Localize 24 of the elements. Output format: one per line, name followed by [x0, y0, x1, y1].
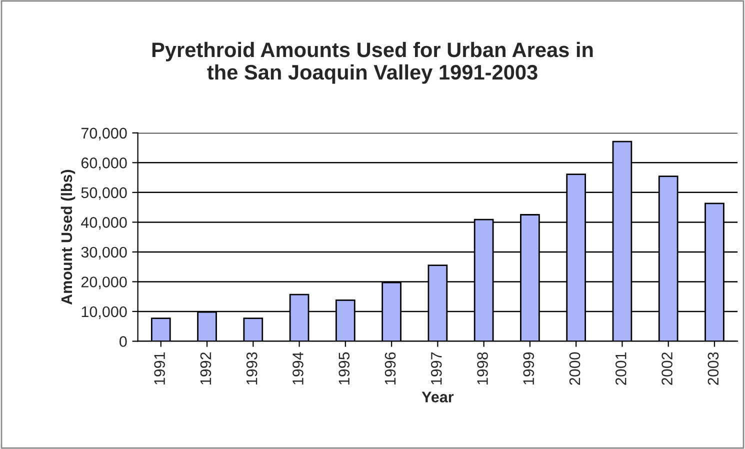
x-axis-title: Year [422, 392, 454, 402]
y-tick-label: 0 [120, 336, 127, 347]
x-tick-label: 1998 [477, 352, 488, 384]
y-tick-label: 60,000 [81, 158, 127, 170]
x-tick-label: 2001 [616, 352, 626, 385]
x-tick-label: 1996 [384, 352, 396, 384]
y-tick-label: 50,000 [81, 187, 127, 200]
x-tick-label: 1993 [246, 352, 258, 384]
x-tick-label: 1995 [338, 352, 350, 384]
x-tick-label: 1997 [430, 352, 442, 384]
x-tick-label: 1991 [154, 352, 165, 384]
y-tick-label: 20,000 [81, 276, 127, 290]
x-tick-label: 1992 [200, 352, 212, 384]
x-tick-label: 2003 [708, 352, 719, 385]
chart-title: Pyrethroid Amounts Used for Urban Areas in the San Joaquin Valley 1991-2003 [152, 42, 593, 84]
x-tick-label: 1999 [523, 352, 534, 384]
x-tick-label: 1994 [292, 352, 304, 384]
x-tick-label: 2002 [662, 352, 672, 385]
y-tick-label: 40,000 [81, 217, 127, 230]
y-tick-label: 10,000 [82, 306, 127, 319]
y-tick-label: 70,000 [81, 128, 127, 140]
y-tick-label: 30,000 [81, 246, 127, 260]
x-tick-label: 2000 [569, 352, 580, 385]
y-axis-title: Amount Used (lbs) [60, 170, 76, 305]
